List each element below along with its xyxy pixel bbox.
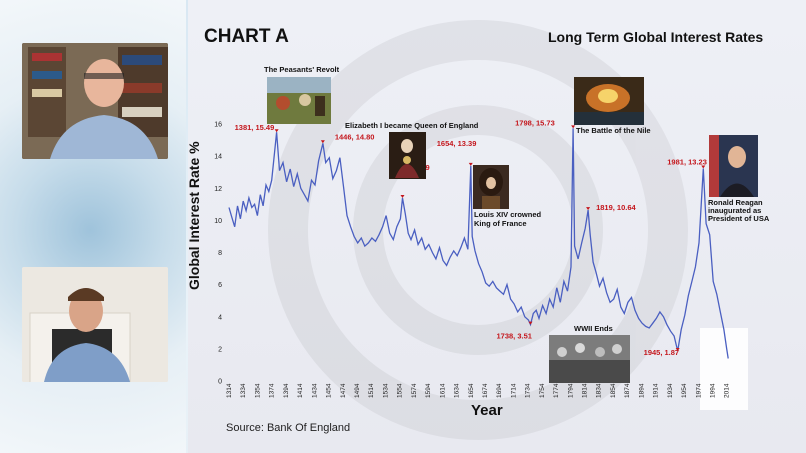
x-tick-label: 1994: [710, 383, 717, 398]
x-tick-label: 1714: [510, 383, 517, 398]
x-tick-label: 1754: [539, 383, 546, 398]
x-tick-label: 1974: [695, 383, 702, 398]
data-annotation: 1819, 10.64: [596, 203, 636, 212]
x-tick-label: 1354: [254, 383, 261, 398]
data-annotation: 1654, 13.39: [437, 139, 477, 148]
event-label: The Peasants' Revolt: [264, 65, 340, 74]
x-tick-label: 1594: [425, 383, 432, 398]
event-label-line2: inaugurated as: [708, 206, 761, 215]
y-tick-label: 6: [218, 282, 222, 289]
video-feed-guest: [22, 267, 168, 382]
y-tick-label: 8: [218, 250, 222, 257]
annotation-marker: [675, 347, 680, 351]
event-wwii-ends: WWII Ends: [549, 324, 630, 383]
host-video-frame: [22, 43, 168, 159]
x-tick-label: 1634: [454, 383, 461, 398]
x-tick-label: 1694: [496, 383, 503, 398]
y-tick-label: 10: [214, 218, 222, 225]
x-tick-label: 1894: [638, 383, 645, 398]
annotation-marker: [528, 321, 533, 325]
x-tick-label: 1734: [525, 383, 532, 398]
x-tick-label: 1654: [468, 383, 475, 398]
x-tick-label: 1534: [382, 383, 389, 398]
data-annotation: 1381, 15.49: [235, 123, 275, 132]
annotation-marker: [468, 162, 473, 166]
annotation-marker: [586, 207, 591, 211]
event-label: The Battle of the Nile: [576, 126, 651, 135]
y-tick-label: 12: [214, 186, 222, 193]
y-tick-label: 2: [218, 346, 222, 353]
watermark-logo: [268, 20, 688, 440]
x-tick-label: 1434: [311, 383, 318, 398]
event-elizabeth: Elizabeth I became Queen of England: [345, 121, 479, 179]
annotation-marker: [701, 165, 706, 169]
event-label: WWII Ends: [574, 324, 613, 333]
x-tick-label: 1454: [326, 383, 333, 398]
x-tick-label: 1474: [340, 383, 347, 398]
y-tick-label: 4: [218, 314, 222, 321]
x-tick-label: 1774: [553, 383, 560, 398]
x-tick-label: 1514: [368, 383, 375, 398]
event-louis-xiv: Louis XIV crowned King of France: [473, 165, 542, 228]
source-note: Source: Bank Of England: [226, 422, 351, 434]
chart-subtitle: Long Term Global Interest Rates: [548, 29, 764, 45]
x-tick-label: 1874: [624, 383, 631, 398]
x-tick-label: 1374: [269, 383, 276, 398]
x-tick-label: 1394: [283, 383, 290, 398]
x-tick-label: 1574: [411, 383, 418, 398]
x-tick-label: 1614: [439, 383, 446, 398]
event-battle-of-nile: The Battle of the Nile: [574, 77, 651, 135]
recent-highlight-box: [700, 328, 748, 410]
annotation-marker: [274, 129, 279, 133]
x-tick-label: 1794: [567, 383, 574, 398]
x-tick-label: 1314: [226, 383, 233, 398]
x-tick-label: 1914: [653, 383, 660, 398]
x-tick-label: 2014: [724, 383, 731, 398]
event-label: Louis XIV crowned: [474, 210, 542, 219]
x-tick-label: 1554: [397, 383, 404, 398]
y-tick-label: 14: [214, 154, 222, 161]
x-tick-label: 1814: [582, 383, 589, 398]
x-tick-label: 1834: [596, 383, 603, 398]
data-annotation: 1446, 14.80: [335, 132, 375, 141]
guest-video-frame: [22, 267, 168, 382]
x-tick-label: 1934: [667, 383, 674, 398]
x-tick-label: 1954: [681, 383, 688, 398]
x-tick-label: 1854: [610, 383, 617, 398]
x-tick-label: 1414: [297, 383, 304, 398]
data-annotation: 1798, 15.73: [515, 118, 555, 127]
event-peasants-revolt: The Peasants' Revolt: [264, 65, 340, 124]
data-annotation: 1738, 3.51: [496, 332, 531, 341]
annotation-marker: [400, 195, 405, 199]
event-label-line2: King of France: [474, 219, 527, 228]
x-tick-label: 1494: [354, 383, 361, 398]
y-tick-label: 16: [214, 122, 222, 129]
event-reagan: Ronald Reagan inaugurated as President o…: [708, 135, 770, 223]
data-annotation: 1981, 13.23: [667, 157, 707, 166]
x-tick-label: 1674: [482, 383, 489, 398]
video-feed-host: [22, 43, 168, 159]
annotation-marker: [320, 140, 325, 144]
chart-title: CHART A: [204, 26, 289, 47]
event-label: Ronald Reagan: [708, 198, 763, 207]
event-label-line3: President of USA: [708, 214, 770, 223]
data-annotation: 1945, 1.87: [644, 348, 679, 357]
y-tick-label: 0: [218, 379, 222, 386]
annotation-marker: [571, 125, 576, 129]
series-line: [228, 128, 729, 359]
event-label: Elizabeth I became Queen of England: [345, 121, 479, 130]
x-tick-label: 1334: [240, 383, 247, 398]
x-axis-label: Year: [471, 402, 503, 419]
